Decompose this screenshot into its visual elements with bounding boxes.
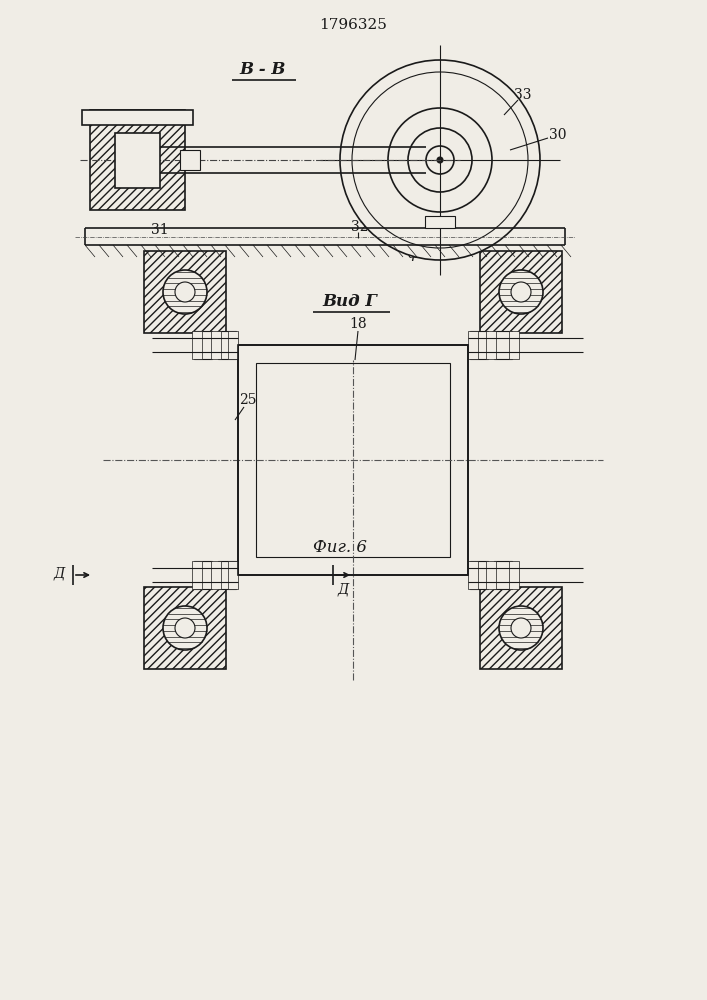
Bar — [228, 331, 238, 359]
Bar — [90, 110, 185, 210]
Text: Вид Г: Вид Г — [322, 294, 378, 310]
Bar — [192, 331, 202, 359]
Bar — [425, 216, 455, 228]
Bar — [509, 561, 519, 589]
Text: Д: Д — [337, 582, 349, 596]
Text: 1796325: 1796325 — [319, 18, 387, 32]
Circle shape — [499, 270, 543, 314]
Bar — [192, 561, 202, 589]
Circle shape — [352, 72, 528, 248]
Bar — [180, 150, 200, 170]
Bar — [480, 587, 562, 669]
Circle shape — [408, 128, 472, 192]
Bar — [194, 561, 212, 589]
Circle shape — [511, 618, 531, 638]
Text: 30: 30 — [549, 128, 567, 142]
Bar — [494, 561, 512, 589]
Circle shape — [499, 606, 543, 650]
Text: Фиг. 6: Фиг. 6 — [313, 540, 367, 556]
Circle shape — [163, 606, 207, 650]
Bar — [144, 251, 226, 333]
Text: 25: 25 — [239, 393, 257, 407]
Bar — [194, 331, 212, 359]
Bar — [238, 345, 468, 575]
Text: 32: 32 — [351, 220, 369, 234]
Bar — [468, 561, 478, 589]
Bar — [144, 587, 226, 669]
Circle shape — [175, 618, 195, 638]
Bar — [480, 251, 562, 333]
Circle shape — [426, 146, 454, 174]
Bar — [470, 561, 488, 589]
Bar — [228, 561, 238, 589]
Bar — [115, 132, 160, 188]
Bar — [218, 331, 236, 359]
Text: В - В: В - В — [240, 62, 286, 79]
Bar — [211, 331, 221, 359]
Bar — [509, 331, 519, 359]
Bar — [494, 331, 512, 359]
Circle shape — [388, 108, 492, 212]
Bar — [470, 331, 488, 359]
Circle shape — [163, 270, 207, 314]
Text: 18: 18 — [349, 317, 367, 331]
Bar — [82, 110, 193, 125]
Circle shape — [175, 282, 195, 302]
Bar — [256, 363, 450, 557]
Text: 31: 31 — [151, 223, 169, 237]
Text: 33: 33 — [514, 88, 532, 102]
Text: Д: Д — [54, 566, 65, 580]
Text: фиг.5: фиг.5 — [408, 247, 452, 261]
Circle shape — [437, 157, 443, 163]
Circle shape — [511, 282, 531, 302]
Bar — [486, 331, 496, 359]
Bar — [218, 561, 236, 589]
Bar — [468, 331, 478, 359]
Bar — [486, 561, 496, 589]
Circle shape — [340, 60, 540, 260]
Bar — [211, 561, 221, 589]
Bar — [238, 345, 468, 575]
